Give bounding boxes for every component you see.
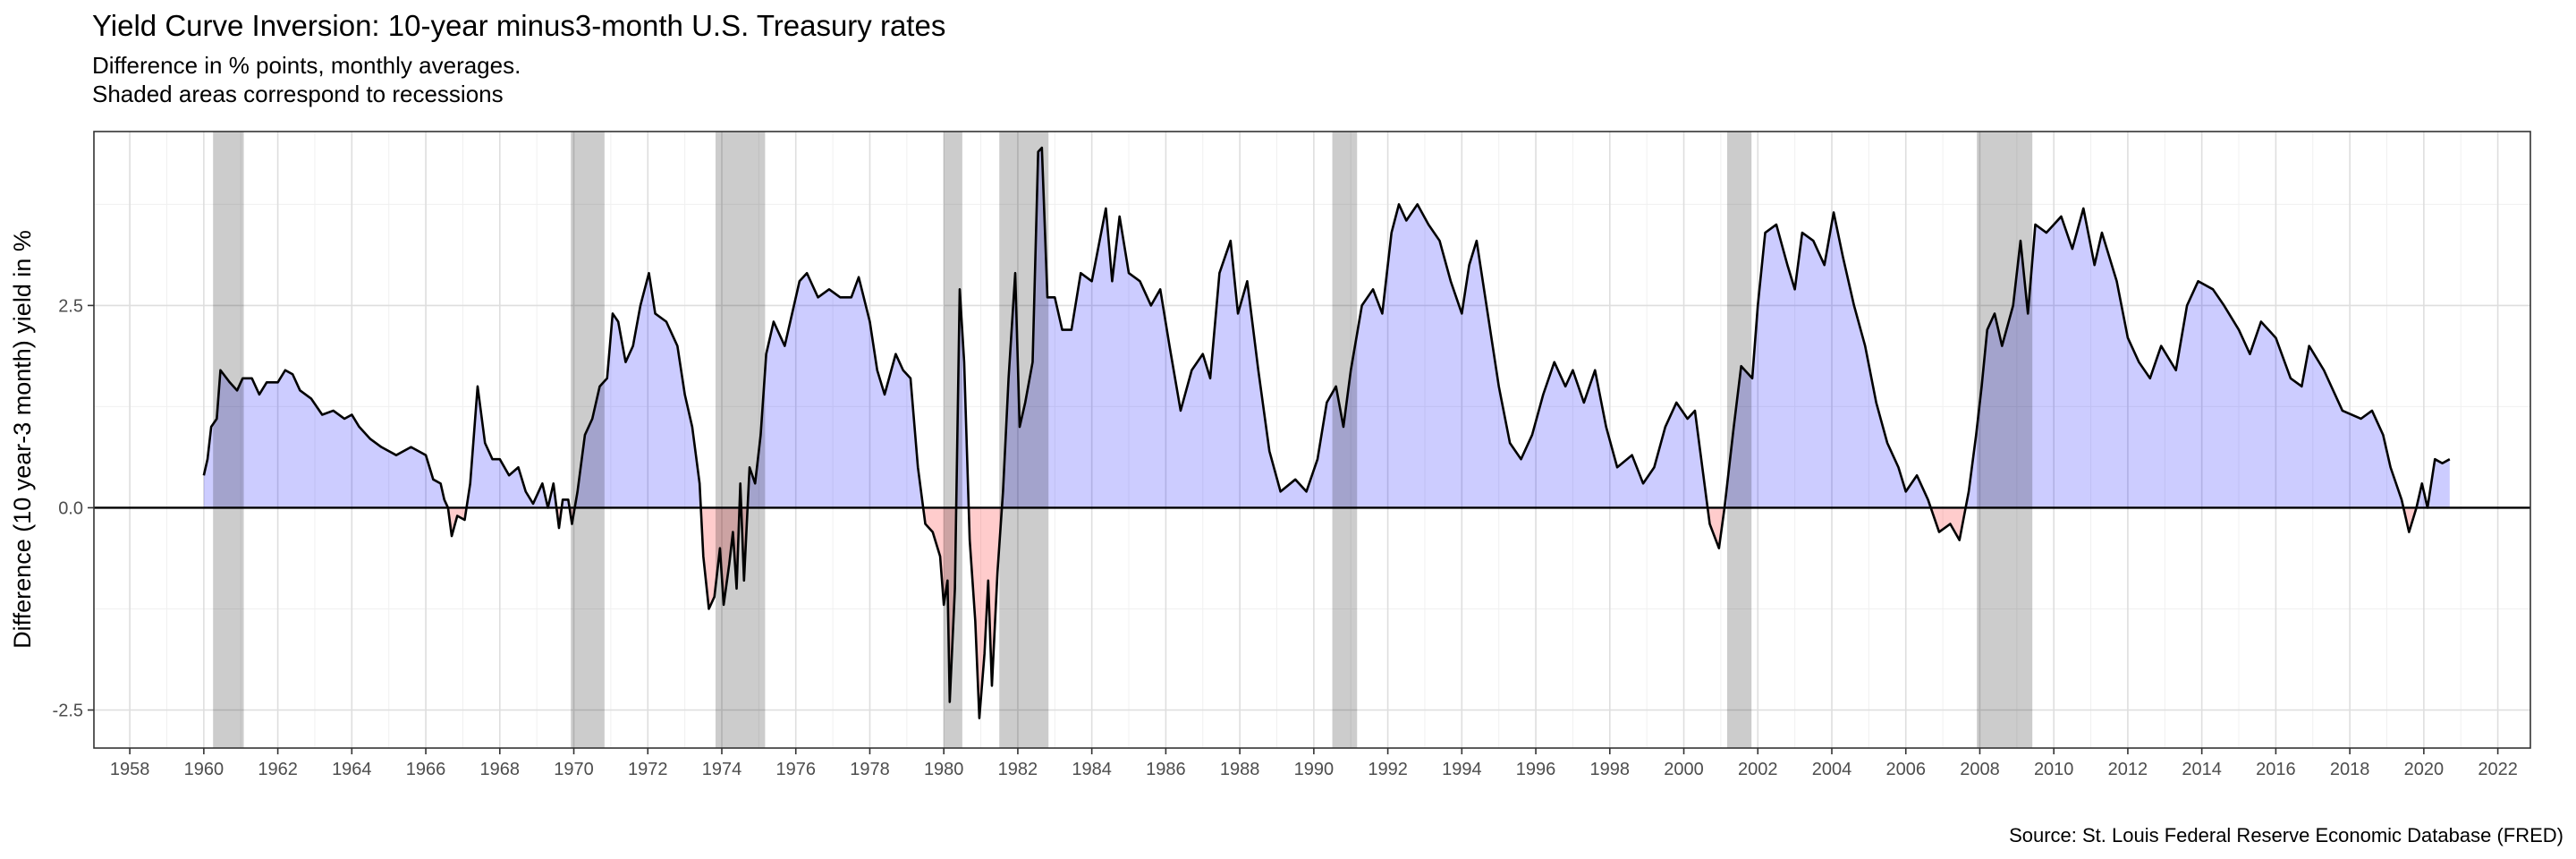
x-tick-label: 1992	[1368, 760, 1408, 779]
x-tick-label: 1958	[110, 760, 150, 779]
x-tick-label: 2012	[2108, 760, 2148, 779]
recession-band	[1726, 132, 1752, 748]
x-tick-label: 1984	[1072, 760, 1112, 779]
recession-band	[571, 132, 605, 748]
x-tick-label: 2000	[1664, 760, 1704, 779]
x-tick-label: 2014	[2182, 760, 2222, 779]
grid	[94, 132, 2530, 748]
x-tick-label: 1968	[480, 760, 521, 779]
x-tick-label: 1960	[184, 760, 225, 779]
x-tick-label: 1978	[850, 760, 890, 779]
x-tick-label: 1994	[1442, 760, 1482, 779]
x-tick-label: 1966	[406, 760, 446, 779]
area-above-zero	[203, 148, 2450, 508]
x-tick-label: 1970	[554, 760, 594, 779]
x-tick-label: 1972	[628, 760, 668, 779]
recession-band	[944, 132, 962, 748]
x-tick-label: 2008	[1960, 760, 2000, 779]
x-tick-label: 1980	[924, 760, 964, 779]
y-axis-label: Difference (10 year-3 month) yield in %	[9, 230, 36, 649]
recession-band	[999, 132, 1049, 748]
x-tick-label: 2002	[1738, 760, 1778, 779]
x-tick-label: 1988	[1220, 760, 1260, 779]
x-tick-label: 1990	[1294, 760, 1335, 779]
y-tick-label: 0.0	[58, 498, 83, 518]
chart-subtitle: Shaded areas correspond to recessions	[92, 81, 504, 107]
x-tick-label: 1976	[775, 760, 816, 779]
axes: -2.5 0.0 2.5 1958 1960 1962 1964 1966 1968 1970 19…	[53, 131, 2531, 779]
y-tick-label: 2.5	[58, 296, 83, 316]
x-tick-label: 2018	[2330, 760, 2370, 779]
caption: Source: St. Louis Federal Reserve Econom…	[2009, 824, 2563, 846]
x-tick-label: 2016	[2256, 760, 2296, 779]
x-tick-label: 2006	[1885, 760, 1926, 779]
x-tick-label: 2022	[2478, 760, 2518, 779]
x-tick-label: 2020	[2404, 760, 2445, 779]
panel-border	[93, 131, 2531, 749]
plot-area	[94, 132, 2530, 748]
x-tick-label: 1962	[258, 760, 298, 779]
x-tick-label: 1982	[998, 760, 1038, 779]
x-tick-label: 2004	[1812, 760, 1852, 779]
x-tick-label: 1998	[1590, 760, 1631, 779]
recession-band	[213, 132, 244, 748]
recession-band	[1332, 132, 1358, 748]
x-tick-label: 1964	[332, 760, 372, 779]
chart-subtitle: Difference in % points, monthly averages…	[92, 52, 521, 79]
x-tick-label: 1986	[1146, 760, 1186, 779]
x-tick-label: 1974	[702, 760, 742, 779]
x-tick-label: 1996	[1516, 760, 1556, 779]
y-tick-label: -2.5	[53, 702, 83, 721]
data-line	[202, 146, 2451, 719]
x-tick-label: 2010	[2034, 760, 2074, 779]
recession-band	[715, 132, 766, 748]
chart-title: Yield Curve Inversion: 10-year minus3-mo…	[92, 9, 945, 42]
recession-band	[1977, 132, 2033, 748]
